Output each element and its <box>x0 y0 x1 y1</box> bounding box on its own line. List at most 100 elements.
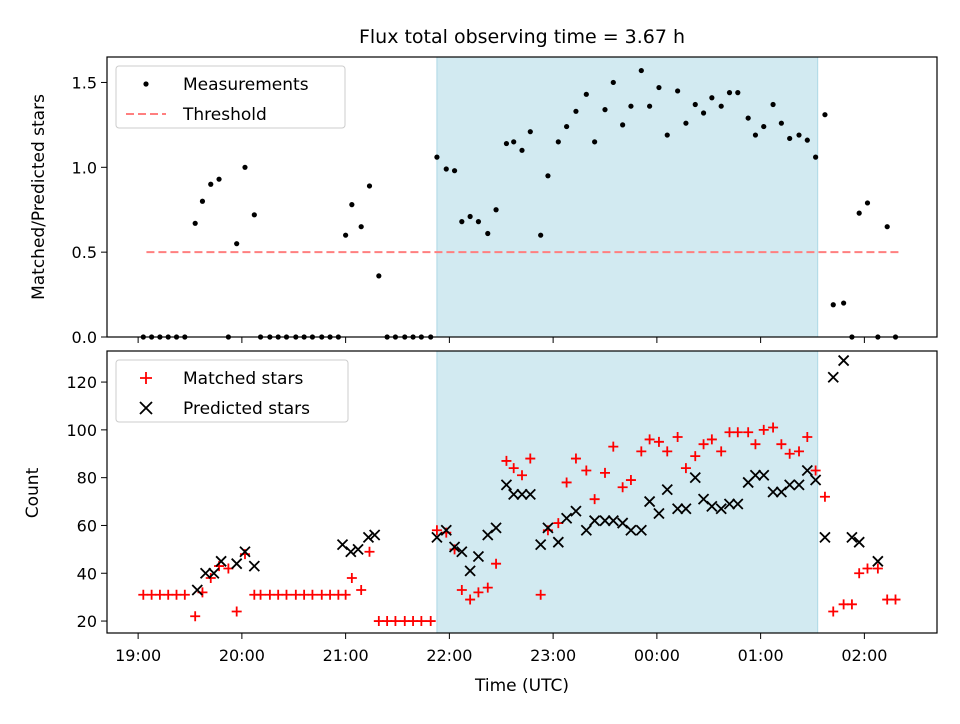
matched-stars-point <box>794 446 805 457</box>
predicted-stars-point <box>516 488 528 501</box>
predicted-stars-point <box>715 503 727 515</box>
legend-label: Threshold <box>182 105 267 125</box>
predicted-stars-point <box>643 495 656 508</box>
bottom-observing-interval-span <box>436 350 819 634</box>
matched-stars-point <box>356 584 367 595</box>
predicted-stars-point <box>199 567 212 579</box>
matched-stars-point <box>281 589 292 600</box>
bottom-y-tick-label: 20 <box>77 612 97 631</box>
measurement-point <box>366 183 373 189</box>
measurement-point <box>638 67 644 74</box>
predicted-stars-point <box>345 546 357 558</box>
matched-stars-point <box>653 436 664 447</box>
bottom-y-tick-label: 100 <box>66 421 97 440</box>
predicted-stars-point <box>448 541 461 553</box>
predicted-stars-point <box>440 524 452 536</box>
matched-stars-point <box>390 616 401 627</box>
bottom-y-tick-label: 80 <box>77 469 97 488</box>
predicted-stars-point <box>560 512 573 524</box>
x-tick-label: 02:00 <box>841 646 887 665</box>
measurement-point <box>692 101 698 108</box>
predicted-stars-point <box>490 522 502 534</box>
predicted-stars-point <box>191 584 203 596</box>
measurement-point <box>804 137 810 143</box>
measurement-point <box>564 123 570 130</box>
top-y-axis-label: Matched/Predicted stars <box>29 94 49 300</box>
matched-stars-point <box>346 573 357 584</box>
matched-stars-point <box>819 491 830 502</box>
measurement-point <box>778 120 784 126</box>
measurement-point <box>234 241 240 247</box>
matched-stars-point <box>802 432 813 443</box>
measurement-point <box>856 210 862 216</box>
matched-stars-point <box>473 587 484 598</box>
predicted-stars-point <box>542 522 554 534</box>
matched-stars-point <box>690 451 701 462</box>
matched-stars-point <box>750 439 761 450</box>
predicted-stars-point <box>570 505 582 517</box>
measurement-point <box>555 139 561 145</box>
predicted-stars-point <box>809 474 822 486</box>
matched-stars-point <box>190 611 201 622</box>
x-tick-label: 01:00 <box>738 646 784 665</box>
measurement-point <box>864 200 871 206</box>
predicted-stars-point <box>767 486 779 498</box>
bottom-series-matched-stars <box>138 422 901 627</box>
top-y-tick-label: 1.0 <box>72 158 97 177</box>
top-y-tick-label: 0.5 <box>72 243 97 262</box>
predicted-stars-point <box>215 555 227 567</box>
matched-stars-point <box>810 465 821 476</box>
predicted-stars-point <box>872 555 884 567</box>
measurement-point <box>434 154 440 160</box>
matched-stars-point <box>501 455 512 466</box>
matched-stars-point <box>589 494 600 505</box>
matched-stars-point <box>828 606 839 617</box>
matched-stars-point <box>508 463 519 474</box>
predicted-stars-point <box>456 546 468 558</box>
measurement-point <box>841 300 847 306</box>
matched-stars-point <box>617 482 628 493</box>
matched-stars-point <box>255 589 266 600</box>
measurement-point <box>752 132 759 138</box>
measurement-point <box>884 224 890 230</box>
matched-stars-point <box>854 568 865 579</box>
bottom-y-axis-label: Count <box>23 467 43 518</box>
matched-stars-point <box>491 558 502 569</box>
top-legend-box <box>115 65 346 129</box>
matched-stars-point <box>625 475 636 486</box>
legend-matched-marker <box>140 372 152 384</box>
measurement-point <box>583 91 589 97</box>
predicted-stars-point <box>500 479 513 491</box>
x-tick-label: 00:00 <box>634 646 680 665</box>
matched-stars-point <box>644 434 655 445</box>
measurement-point <box>718 103 724 109</box>
figure-title: Flux total observing time = 3.67 h <box>359 26 685 48</box>
measurement-point <box>726 90 733 96</box>
predicted-stars-point <box>749 469 762 481</box>
measurement-point <box>830 302 836 308</box>
predicted-stars-point <box>580 524 592 536</box>
top-plot-panel: 0.0 0.5 1.0 1.5 Measurements Threshold <box>72 56 938 347</box>
measurement-point <box>735 90 741 96</box>
matched-stars-point <box>517 470 527 481</box>
measurement-point <box>527 129 533 135</box>
matched-stars-point <box>570 453 581 464</box>
matched-stars-point <box>768 422 779 433</box>
matched-stars-point <box>698 439 709 450</box>
x-tick-label: 20:00 <box>219 646 265 665</box>
x-tick-label: 22:00 <box>426 646 472 665</box>
measurement-point <box>545 173 551 179</box>
matched-stars-point <box>872 563 883 574</box>
legend-predicted-marker <box>139 401 153 415</box>
bottom-y-tick-label: 120 <box>66 373 97 392</box>
bottom-plot-panel: 19:00 20:00 21:00 22:00 23:00 00:00 01:00 02:00… <box>66 350 938 665</box>
predicted-stars-point <box>846 531 858 544</box>
measurement-point <box>573 108 579 114</box>
legend-measurements-marker <box>143 81 149 87</box>
matched-stars-point <box>425 616 436 627</box>
predicted-stars-point <box>837 354 850 367</box>
measurement-point <box>592 139 598 145</box>
predicted-stars-point <box>588 515 601 527</box>
top-observing-interval-span <box>436 56 819 338</box>
measurement-point <box>538 232 544 238</box>
